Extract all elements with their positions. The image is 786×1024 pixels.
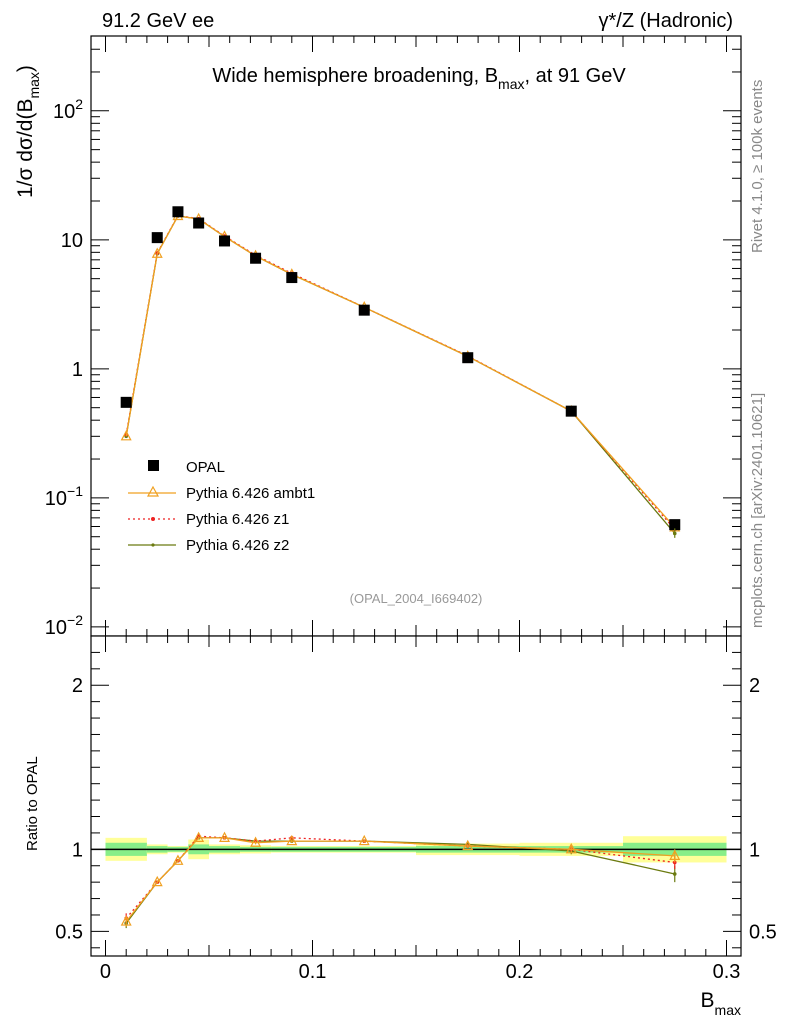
- legend-opal-label: OPAL: [186, 459, 225, 476]
- x-tick-label: 0.2: [506, 961, 534, 983]
- y-tick-label: 10−1: [45, 483, 83, 510]
- ratio-series-point-0: [462, 839, 474, 851]
- ratio-axes: 0 0.1 0.2 0.3 0.5 0.5 1 1 2 2: [55, 635, 777, 983]
- ratio-series-point-0: [565, 843, 577, 854]
- opal-data-point: [286, 272, 298, 284]
- y-tick-label-base: 10: [53, 101, 75, 123]
- legend-item-z2: Pythia 6.426 z2: [128, 537, 289, 554]
- y-tick-label-base: 10: [61, 230, 83, 252]
- y-tick-label-exp: 2: [75, 96, 83, 112]
- main-title: Wide hemisphere broadening, Bmax, at 91 …: [212, 65, 626, 92]
- main-title-tail: , at 91 GeV: [525, 65, 627, 87]
- y-axis-label: 1/σ dσ/d(Bmax): [14, 65, 42, 198]
- y-axis-label-text: 1/σ dσ/d(B: [14, 99, 37, 198]
- ratio-y-tick-label-right: 0.5: [749, 921, 777, 943]
- legend-item-z1: Pythia 6.426 z1: [128, 511, 289, 528]
- main-plot-layer: [120, 206, 681, 538]
- y-tick-label-base: 10: [45, 488, 67, 510]
- ratio-series-point-0: [669, 849, 681, 860]
- y-tick-label: 10: [61, 230, 83, 252]
- legend-item-ambt1: Pythia 6.426 ambt1: [128, 485, 315, 502]
- legend-item-opal: OPAL: [148, 459, 225, 476]
- ratio-y-label: Ratio to OPAL: [24, 756, 41, 851]
- y-tick-label: 102: [53, 96, 83, 123]
- ratio-y-tick-label-left: 0.5: [55, 921, 83, 943]
- y-tick-label-exp: −2: [67, 612, 83, 628]
- y-tick-label-exp: −1: [67, 483, 83, 499]
- legend-z2-marker: [151, 543, 155, 547]
- main-panel: [91, 36, 741, 636]
- ratio-series-point-0: [286, 834, 298, 846]
- opal-data-point: [669, 519, 681, 531]
- ratio-series-point-0: [120, 915, 132, 926]
- header-left: 91.2 GeV ee: [102, 10, 214, 32]
- analysis-tag: (OPAL_2004_I669402): [350, 591, 483, 606]
- opal-data-point: [193, 217, 205, 229]
- rivet-label: Rivet 4.1.0, ≥ 100k events: [749, 80, 766, 253]
- y-tick-label: 1: [72, 359, 83, 381]
- y-tick-label: 10−2: [45, 612, 83, 639]
- ratio-panel: [91, 636, 741, 956]
- ratio-y-tick-label-right: 2: [749, 675, 760, 697]
- y-axis-label-tail: ): [14, 65, 37, 72]
- opal-data-point: [172, 206, 184, 218]
- ratio-series-point-0: [250, 836, 262, 847]
- opal-data-point: [358, 304, 370, 316]
- legend-ambt1-marker: [146, 485, 160, 497]
- y-tick-label-base: 10: [45, 617, 67, 639]
- opal-data-point: [151, 232, 163, 244]
- x-axis-label-text: B: [701, 989, 715, 1012]
- y-tick-label-base: 1: [72, 359, 83, 381]
- x-axis-label-sub: max: [715, 1002, 741, 1018]
- ratio-plot-layer: [91, 831, 741, 929]
- ratio-y-tick-label-right: 1: [749, 839, 760, 861]
- opal-data-point: [462, 352, 474, 364]
- header-right: γ*/Z (Hadronic): [599, 10, 733, 32]
- ratio-series-point-0: [193, 831, 205, 842]
- ratio-y-tick-label-left: 2: [72, 675, 83, 697]
- ratio-series-point-2: [672, 872, 677, 876]
- main-title-text: Wide hemisphere broadening, B: [212, 65, 498, 87]
- ratio-series-point-0: [172, 854, 184, 865]
- x-tick-label: 0: [100, 961, 111, 983]
- x-axis-label: Bmax: [701, 989, 741, 1018]
- legend-ambt1-label: Pythia 6.426 ambt1: [186, 485, 315, 502]
- source-label: mcplots.cern.ch [arXiv:2401.10621]: [749, 393, 766, 628]
- opal-data-point: [565, 405, 577, 417]
- series-point-0: [151, 247, 163, 258]
- opal-data-point: [250, 252, 262, 264]
- opal-data-point: [120, 396, 132, 408]
- legend-z1-label: Pythia 6.426 z1: [186, 511, 289, 528]
- legend: OPAL Pythia 6.426 ambt1 Pythia 6.426 z1 …: [128, 459, 315, 554]
- ratio-series-point-0: [151, 875, 163, 887]
- legend-z1-marker: [151, 517, 155, 521]
- x-tick-label: 0.1: [299, 961, 327, 983]
- x-tick-label: 0.3: [713, 961, 741, 983]
- opal-data-point: [219, 235, 231, 247]
- series-point-0: [120, 430, 132, 441]
- legend-opal-marker: [148, 460, 159, 471]
- ratio-y-tick-label-left: 1: [72, 839, 83, 861]
- legend-z2-label: Pythia 6.426 z2: [186, 537, 289, 554]
- y-axis-label-sub: max: [26, 72, 42, 98]
- ratio-series-point-0: [219, 831, 231, 842]
- ratio-series-point-0: [358, 834, 370, 846]
- main-title-sub: max: [498, 76, 524, 92]
